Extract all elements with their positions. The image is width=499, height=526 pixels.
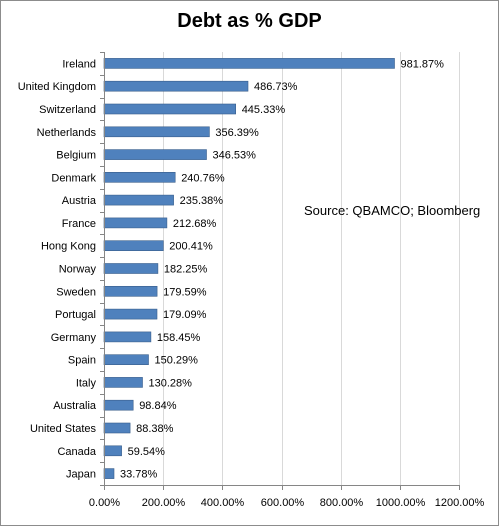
category-label: Switzerland xyxy=(39,104,96,116)
category-label: Sweden xyxy=(56,286,96,298)
x-tick-label: 400.00% xyxy=(201,497,245,509)
bar xyxy=(103,422,131,434)
category-label: Hong Kong xyxy=(41,241,96,253)
category-label: Austria xyxy=(62,195,97,207)
bar xyxy=(103,331,152,343)
category-label: Australia xyxy=(53,400,97,412)
category-label: Spain xyxy=(68,355,96,367)
category-label: Netherlands xyxy=(37,127,97,139)
category-label: Norway xyxy=(59,264,97,276)
bar xyxy=(103,149,207,160)
data-label: 130.28% xyxy=(149,377,193,389)
bar xyxy=(103,308,158,320)
bar xyxy=(103,263,159,274)
bar xyxy=(103,399,134,411)
data-label: 346.53% xyxy=(213,150,257,162)
bar xyxy=(103,377,143,388)
data-label: 88.38% xyxy=(136,423,174,435)
x-tick-label: 0.00% xyxy=(89,497,120,509)
data-label: 486.73% xyxy=(254,81,298,93)
bar xyxy=(103,285,158,297)
bar xyxy=(103,172,176,183)
bar xyxy=(103,445,122,457)
bar xyxy=(103,126,210,138)
bar xyxy=(103,240,164,251)
data-label: 59.54% xyxy=(128,446,166,458)
data-label: 240.76% xyxy=(181,172,225,184)
category-label: Italy xyxy=(76,377,97,389)
data-label: 98.84% xyxy=(139,400,177,412)
x-tick-label: 1000.00% xyxy=(376,497,426,509)
data-label: 212.68% xyxy=(173,218,217,230)
bar xyxy=(103,58,395,69)
bar xyxy=(103,217,168,229)
bar xyxy=(103,468,115,479)
category-label: United States xyxy=(30,423,97,435)
category-label: Germany xyxy=(51,332,97,344)
data-label: 182.25% xyxy=(164,264,208,276)
category-label: Canada xyxy=(57,446,96,458)
data-label: 445.33% xyxy=(242,104,286,116)
bar xyxy=(103,194,174,206)
x-tick-label: 600.00% xyxy=(261,497,305,509)
category-label: France xyxy=(62,218,96,230)
bar xyxy=(103,103,236,115)
category-label: Denmark xyxy=(51,172,96,184)
data-label: 150.29% xyxy=(155,355,199,367)
chart-title: Debt as % GDP xyxy=(177,10,322,32)
x-tick-label: 800.00% xyxy=(320,497,364,509)
data-label: 179.59% xyxy=(163,286,207,298)
data-label: 200.41% xyxy=(169,241,213,253)
category-label: Portugal xyxy=(55,309,96,321)
category-label: United Kingdom xyxy=(18,81,96,93)
source-annotation: Source: QBAMCO; Bloomberg xyxy=(304,203,481,218)
data-label: 356.39% xyxy=(215,127,259,139)
data-label: 235.38% xyxy=(180,195,224,207)
x-tick-label: 200.00% xyxy=(142,497,186,509)
category-label: Japan xyxy=(66,469,96,481)
category-label: Ireland xyxy=(62,58,96,70)
data-label: 179.09% xyxy=(163,309,207,321)
bar xyxy=(103,354,149,366)
data-label: 33.78% xyxy=(120,469,158,481)
data-label: 981.87% xyxy=(401,58,445,70)
bar xyxy=(103,80,249,92)
x-tick-label: 1200.00% xyxy=(435,497,485,509)
data-label: 158.45% xyxy=(157,332,201,344)
category-label: Belgium xyxy=(56,150,96,162)
